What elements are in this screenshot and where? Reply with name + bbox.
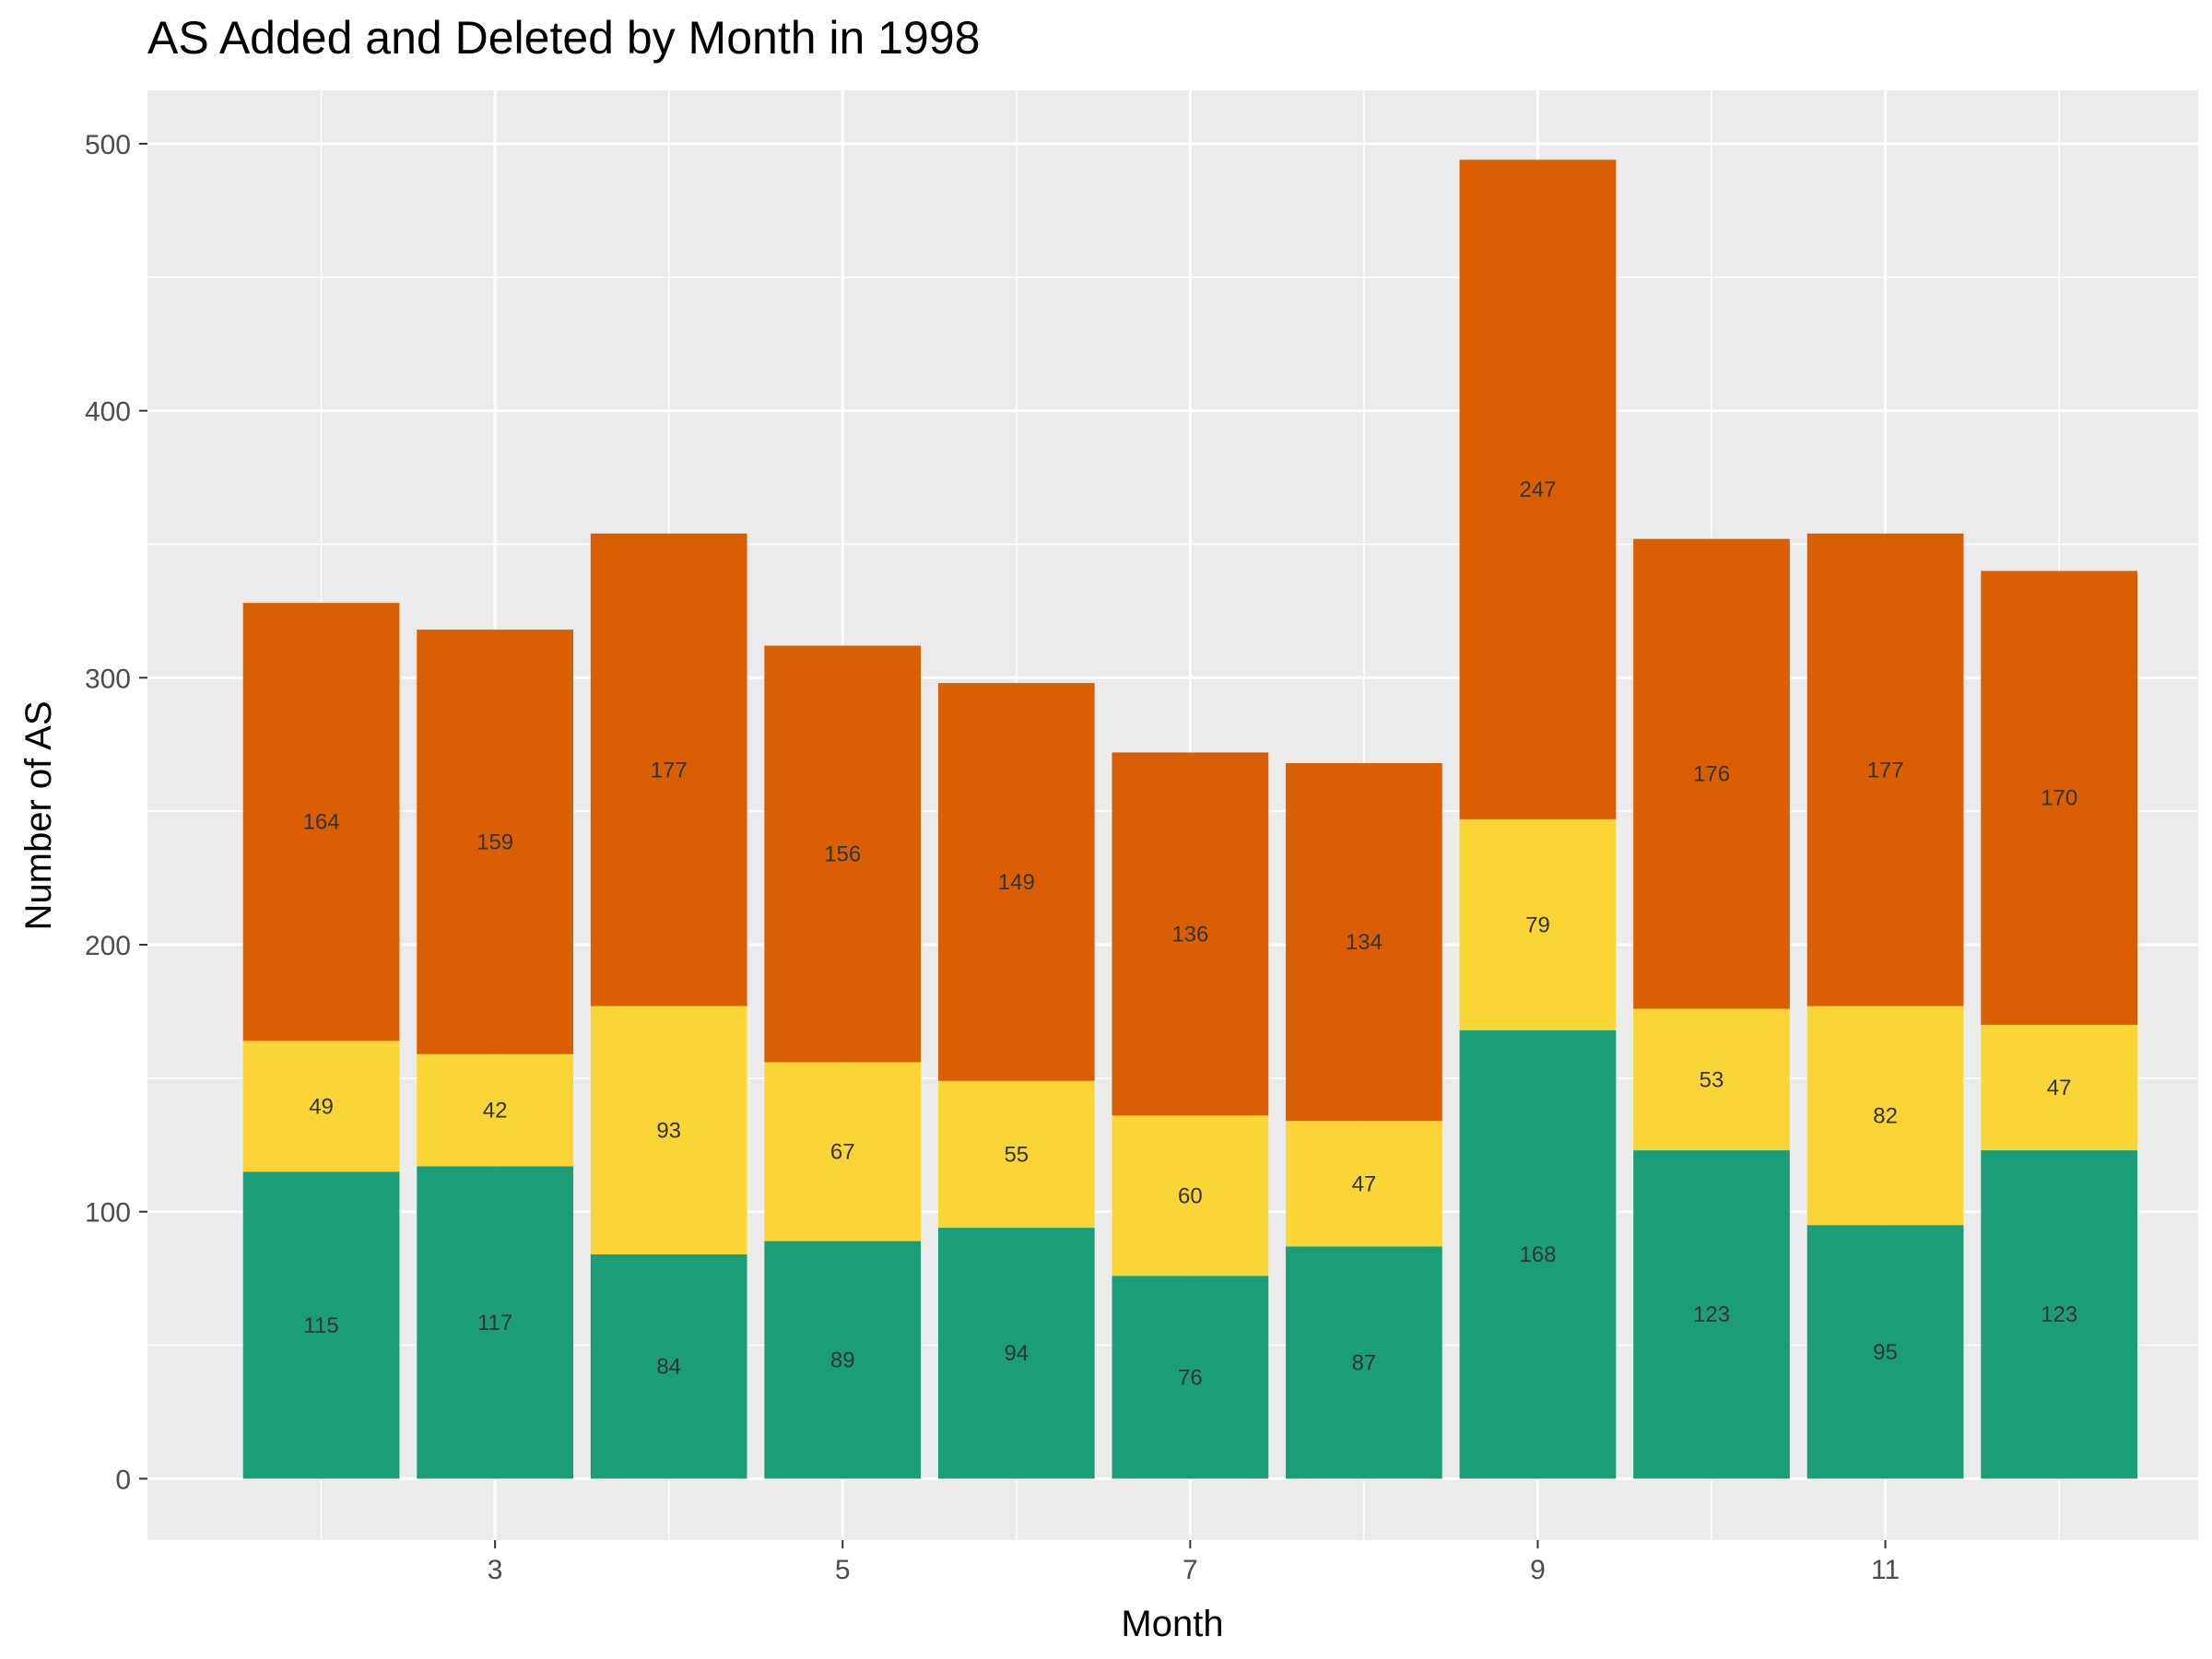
data-label-8-1: 47 <box>1352 1171 1377 1196</box>
bar-segment-4-2 <box>590 533 747 1006</box>
bar-segment-5-1 <box>764 1062 922 1241</box>
data-label-5-2: 156 <box>824 842 861 867</box>
y-tick-label: 0 <box>115 1465 131 1495</box>
data-label-6-0: 94 <box>1004 1341 1029 1366</box>
bar-segment-6-1 <box>937 1080 1095 1229</box>
data-label-2-0: 115 <box>303 1313 338 1338</box>
x-axis-title: Month <box>1121 1604 1223 1644</box>
y-tick-label: 500 <box>85 130 131 160</box>
bar-segment-9-0 <box>1459 1030 1617 1479</box>
x-tick-label: 3 <box>488 1555 503 1585</box>
data-label-10-0: 123 <box>1693 1302 1730 1327</box>
x-tick-label: 11 <box>1871 1555 1900 1585</box>
data-label-7-1: 60 <box>1178 1183 1203 1208</box>
bar-segment-8-1 <box>1286 1121 1442 1247</box>
data-label-9-2: 247 <box>1519 477 1556 502</box>
y-tick-label: 100 <box>85 1198 131 1229</box>
bar-segment-4-1 <box>590 1006 747 1255</box>
data-label-7-0: 76 <box>1178 1365 1203 1390</box>
data-label-8-0: 87 <box>1352 1350 1377 1375</box>
bar-segment-9-1 <box>1459 818 1617 1030</box>
data-label-3-2: 159 <box>477 830 513 854</box>
data-label-6-2: 149 <box>998 870 1035 895</box>
bar-segment-2-1 <box>242 1041 400 1172</box>
bar-segment-3-1 <box>417 1053 573 1167</box>
bar-segment-3-0 <box>417 1166 573 1479</box>
bar-segment-4-0 <box>590 1254 747 1479</box>
data-label-7-2: 136 <box>1171 922 1208 947</box>
data-label-2-2: 164 <box>303 810 340 835</box>
data-labels: 115 49 164 117 42 159 84 93 177 89 67 156 94 55 149 76 6… <box>303 477 2078 1390</box>
data-label-5-0: 89 <box>830 1347 855 1372</box>
bar-segment-7-1 <box>1112 1115 1269 1277</box>
bar-segment-11-1 <box>1806 1006 1964 1226</box>
bar-segment-6-0 <box>937 1228 1095 1479</box>
bar-segment-10-0 <box>1633 1150 1790 1479</box>
data-label-11-2: 177 <box>1867 758 1904 782</box>
bars <box>242 159 2138 1479</box>
bar-segment-12-0 <box>1981 1150 2138 1479</box>
data-label-5-1: 67 <box>830 1140 855 1165</box>
bar-segment-6-2 <box>937 683 1095 1081</box>
bar-segment-10-1 <box>1633 1008 1790 1151</box>
y-axis-title: Number of AS <box>18 700 59 930</box>
bar-segment-10-2 <box>1633 538 1790 1009</box>
bar-segment-12-2 <box>1981 571 2138 1025</box>
chart-title: AS Added and Deleted by Month in 1998 <box>147 12 981 64</box>
data-label-9-1: 79 <box>1525 912 1550 937</box>
data-label-4-2: 177 <box>651 758 688 782</box>
bar-segment-2-0 <box>242 1171 400 1479</box>
y-tick-label: 300 <box>85 664 131 694</box>
data-label-12-2: 170 <box>2041 786 2077 811</box>
bar-segment-12-1 <box>1981 1024 2138 1151</box>
data-label-6-1: 55 <box>1004 1142 1029 1167</box>
bar-segment-2-2 <box>242 603 400 1041</box>
data-label-3-1: 42 <box>483 1099 508 1124</box>
x-tick-label: 9 <box>1530 1555 1546 1585</box>
y-tick-label: 200 <box>85 931 131 961</box>
data-label-10-2: 176 <box>1693 762 1730 787</box>
data-label-12-0: 123 <box>2041 1302 2077 1327</box>
bar-segment-5-2 <box>764 645 922 1063</box>
y-tick-label: 400 <box>85 397 131 428</box>
bar-segment-8-0 <box>1286 1246 1442 1479</box>
data-label-11-1: 82 <box>1873 1103 1898 1128</box>
data-label-3-0: 117 <box>477 1311 512 1335</box>
data-label-2-1: 49 <box>309 1094 334 1119</box>
x-axis: 3 5 7 9 11 <box>488 1540 1900 1585</box>
bar-segment-11-0 <box>1806 1225 1964 1479</box>
data-label-8-2: 134 <box>1346 930 1382 955</box>
bar-segment-8-2 <box>1286 763 1442 1122</box>
bar-segment-7-2 <box>1112 752 1269 1116</box>
data-label-12-1: 47 <box>2047 1076 2072 1100</box>
bar-segment-3-2 <box>417 629 573 1054</box>
data-label-11-0: 95 <box>1873 1340 1898 1365</box>
bar-segment-11-2 <box>1806 533 1964 1006</box>
y-axis: 0 100 200 300 400 500 <box>85 130 147 1495</box>
bar-segment-7-0 <box>1112 1276 1269 1479</box>
data-label-10-1: 53 <box>1700 1067 1724 1092</box>
data-label-4-1: 93 <box>656 1118 681 1143</box>
x-tick-label: 7 <box>1182 1555 1198 1585</box>
bar-segment-9-2 <box>1459 159 1617 819</box>
bar-segment-5-0 <box>764 1241 922 1479</box>
data-label-4-0: 84 <box>656 1355 681 1380</box>
x-tick-label: 5 <box>835 1555 851 1585</box>
data-label-9-0: 168 <box>1519 1242 1556 1267</box>
